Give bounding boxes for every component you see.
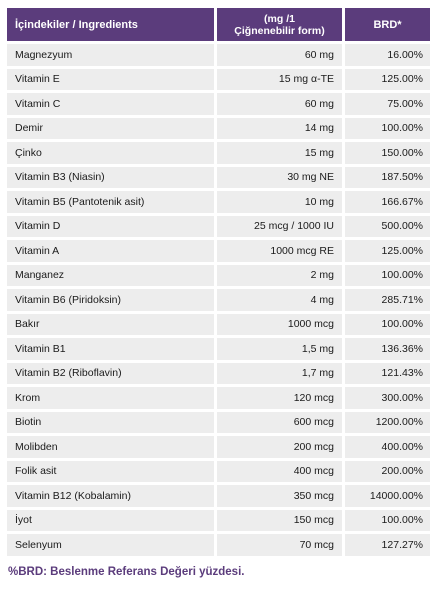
table-row: Vitamin B6 (Piridoksin) 4 mg 285.71% [7,289,430,311]
brd-cell: 300.00% [345,387,430,409]
ingredient-cell: Selenyum [7,534,214,556]
brd-cell: 127.27% [345,534,430,556]
ingredient-cell: Bakır [7,313,214,335]
brd-cell: 100.00% [345,117,430,139]
amount-cell: 1,7 mg [217,362,342,384]
header-amount: (mg /1 Çiğnenebilir form) [217,8,342,41]
amount-cell: 1,5 mg [217,338,342,360]
ingredient-cell: Vitamin E [7,68,214,90]
ingredient-cell: Molibden [7,436,214,458]
nutrition-table: İçindekiler / Ingredients (mg /1 Çiğnene… [7,8,430,559]
table-row: Krom 120 mcg 300.00% [7,387,430,409]
table-row: Vitamin B2 (Riboflavin) 1,7 mg 121.43% [7,362,430,384]
table-row: Manganez 2 mg 100.00% [7,264,430,286]
amount-cell: 400 mcg [217,460,342,482]
ingredient-cell: Çinko [7,142,214,164]
ingredient-cell: Demir [7,117,214,139]
brd-cell: 75.00% [345,93,430,115]
ingredient-cell: Manganez [7,264,214,286]
amount-cell: 600 mcg [217,411,342,433]
amount-cell: 200 mcg [217,436,342,458]
table-row: Vitamin B12 (Kobalamin) 350 mcg 14000.00% [7,485,430,507]
amount-cell: 150 mcg [217,509,342,531]
amount-cell: 30 mg NE [217,166,342,188]
brd-cell: 121.43% [345,362,430,384]
table-row: Magnezyum 60 mg 16.00% [7,44,430,66]
ingredient-cell: Biotin [7,411,214,433]
amount-cell: 4 mg [217,289,342,311]
brd-cell: 136.36% [345,338,430,360]
table-row: Molibden 200 mcg 400.00% [7,436,430,458]
brd-cell: 125.00% [345,68,430,90]
ingredient-cell: Krom [7,387,214,409]
brd-cell: 100.00% [345,313,430,335]
amount-cell: 14 mg [217,117,342,139]
table-row: Biotin 600 mcg 1200.00% [7,411,430,433]
amount-cell: 60 mg [217,93,342,115]
header-amount-line2: Çiğnenebilir form) [234,24,325,37]
ingredient-cell: Vitamin B12 (Kobalamin) [7,485,214,507]
brd-cell: 16.00% [345,44,430,66]
amount-cell: 350 mcg [217,485,342,507]
ingredient-cell: Vitamin B6 (Piridoksin) [7,289,214,311]
header-ingredient: İçindekiler / Ingredients [7,8,214,41]
amount-cell: 2 mg [217,264,342,286]
brd-cell: 1200.00% [345,411,430,433]
amount-cell: 10 mg [217,191,342,213]
table-header: İçindekiler / Ingredients (mg /1 Çiğnene… [7,8,430,41]
amount-cell: 15 mg α-TE [217,68,342,90]
header-amount-line1: (mg /1 [264,12,295,25]
table-row: Bakır 1000 mcg 100.00% [7,313,430,335]
ingredient-cell: İyot [7,509,214,531]
amount-cell: 1000 mcg RE [217,240,342,262]
table-row: Çinko 15 mg 150.00% [7,142,430,164]
table-row: Vitamin E 15 mg α-TE 125.00% [7,68,430,90]
brd-cell: 150.00% [345,142,430,164]
table-body: Magnezyum 60 mg 16.00% Vitamin E 15 mg α-TE 1… [7,44,430,556]
ingredient-cell: Vitamin B1 [7,338,214,360]
table-row: Vitamin D 25 mcg / 1000 IU 500.00% [7,215,430,237]
ingredient-cell: Folik asit [7,460,214,482]
table-row: Vitamin B3 (Niasin) 30 mg NE 187.50% [7,166,430,188]
amount-cell: 120 mcg [217,387,342,409]
amount-cell: 1000 mcg [217,313,342,335]
brd-cell: 187.50% [345,166,430,188]
table-row: İyot 150 mcg 100.00% [7,509,430,531]
brd-cell: 125.00% [345,240,430,262]
ingredient-cell: Magnezyum [7,44,214,66]
table-row: Selenyum 70 mcg 127.27% [7,534,430,556]
brd-cell: 166.67% [345,191,430,213]
brd-cell: 400.00% [345,436,430,458]
table-row: Vitamin B5 (Pantotenik asit) 10 mg 166.67% [7,191,430,213]
amount-cell: 70 mcg [217,534,342,556]
brd-cell: 200.00% [345,460,430,482]
ingredient-cell: Vitamin B3 (Niasin) [7,166,214,188]
brd-cell: 14000.00% [345,485,430,507]
table-row: Vitamin C 60 mg 75.00% [7,93,430,115]
table-row: Demir 14 mg 100.00% [7,117,430,139]
amount-cell: 60 mg [217,44,342,66]
brd-cell: 100.00% [345,509,430,531]
table-row: Folik asit 400 mcg 200.00% [7,460,430,482]
brd-cell: 500.00% [345,215,430,237]
table-row: Vitamin A 1000 mcg RE 125.00% [7,240,430,262]
ingredient-cell: Vitamin A [7,240,214,262]
amount-cell: 25 mcg / 1000 IU [217,215,342,237]
amount-cell: 15 mg [217,142,342,164]
header-brd: BRD* [345,8,430,41]
ingredient-cell: Vitamin B2 (Riboflavin) [7,362,214,384]
brd-cell: 285.71% [345,289,430,311]
footnote: %BRD: Beslenme Referans Değeri yüzdesi. [8,566,245,578]
ingredient-cell: Vitamin D [7,215,214,237]
ingredient-cell: Vitamin B5 (Pantotenik asit) [7,191,214,213]
table-row: Vitamin B1 1,5 mg 136.36% [7,338,430,360]
brd-cell: 100.00% [345,264,430,286]
ingredient-cell: Vitamin C [7,93,214,115]
